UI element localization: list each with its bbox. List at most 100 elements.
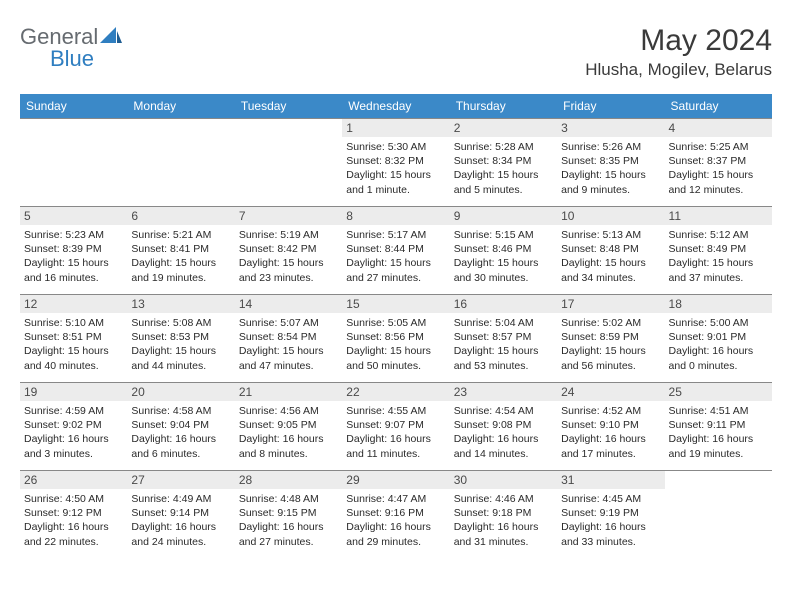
day-cell: 27Sunrise: 4:49 AMSunset: 9:14 PMDayligh… bbox=[127, 471, 234, 559]
day-number: 4 bbox=[665, 119, 772, 137]
calendar-row: 12 Sunrise: 5:10 AMSunset: 8:51 PMDayligh… bbox=[20, 295, 772, 383]
day-number: 9 bbox=[450, 207, 557, 225]
day-number: 2 bbox=[450, 119, 557, 137]
day-header: Saturday bbox=[665, 94, 772, 119]
day-cell: 2 Sunrise: 5:28 AMSunset: 8:34 PMDaylight… bbox=[450, 119, 557, 207]
day-number: 22 bbox=[342, 383, 449, 401]
day-cell: 8 Sunrise: 5:17 AMSunset: 8:44 PMDaylight… bbox=[342, 207, 449, 295]
day-number: 7 bbox=[235, 207, 342, 225]
day-number: 14 bbox=[235, 295, 342, 313]
calendar-body: 1Sunrise: 5:30 AMSunset: 8:32 PMDaylight… bbox=[20, 119, 772, 559]
day-number: 12 bbox=[20, 295, 127, 313]
day-header: Friday bbox=[557, 94, 664, 119]
month-title: May 2024 bbox=[585, 24, 772, 58]
day-info: Sunrise: 5:02 AMSunset: 8:59 PMDaylight:… bbox=[561, 316, 660, 373]
day-cell: 13 Sunrise: 5:08 AMSunset: 8:53 PMDayligh… bbox=[127, 295, 234, 383]
day-info: Sunrise: 5:26 AMSunset: 8:35 PMDaylight:… bbox=[561, 140, 660, 197]
day-info: Sunrise: 4:50 AMSunset: 9:12 PMDaylight:… bbox=[24, 492, 123, 549]
day-info: Sunrise: 5:21 AMSunset: 8:41 PMDaylight:… bbox=[131, 228, 230, 285]
location-text: Hlusha, Mogilev, Belarus bbox=[585, 60, 772, 80]
day-info: Sunrise: 5:04 AMSunset: 8:57 PMDaylight:… bbox=[454, 316, 553, 373]
day-cell: 20Sunrise: 4:58 AMSunset: 9:04 PMDayligh… bbox=[127, 383, 234, 471]
day-header: Sunday bbox=[20, 94, 127, 119]
day-number: 18 bbox=[665, 295, 772, 313]
brand-text-b: Blue bbox=[50, 46, 94, 72]
calendar-row: 19 Sunrise: 4:59 AMSunset: 9:02 PMDayligh… bbox=[20, 383, 772, 471]
day-info: Sunrise: 5:23 AMSunset: 8:39 PMDaylight:… bbox=[24, 228, 123, 285]
day-cell: 9 Sunrise: 5:15 AMSunset: 8:46 PMDaylight… bbox=[450, 207, 557, 295]
day-info: Sunrise: 5:15 AMSunset: 8:46 PMDaylight:… bbox=[454, 228, 553, 285]
day-info: Sunrise: 5:25 AMSunset: 8:37 PMDaylight:… bbox=[669, 140, 768, 197]
day-number: 16 bbox=[450, 295, 557, 313]
day-cell: 23 Sunrise: 4:54 AMSunset: 9:08 PMDayligh… bbox=[450, 383, 557, 471]
day-header: Thursday bbox=[450, 94, 557, 119]
calendar-row: 1Sunrise: 5:30 AMSunset: 8:32 PMDaylight… bbox=[20, 119, 772, 207]
day-number: 27 bbox=[127, 471, 234, 489]
day-cell: 18 Sunrise: 5:00 AMSunset: 9:01 PMDayligh… bbox=[665, 295, 772, 383]
header: General May 2024 Hlusha, Mogilev, Belaru… bbox=[20, 24, 772, 80]
empty-cell bbox=[235, 119, 342, 207]
empty-cell bbox=[665, 471, 772, 559]
day-cell: 4 Sunrise: 5:25 AMSunset: 8:37 PMDaylight… bbox=[665, 119, 772, 207]
day-cell: 25 Sunrise: 4:51 AMSunset: 9:11 PMDayligh… bbox=[665, 383, 772, 471]
day-number: 25 bbox=[665, 383, 772, 401]
day-info: Sunrise: 5:05 AMSunset: 8:56 PMDaylight:… bbox=[346, 316, 445, 373]
day-info: Sunrise: 5:19 AMSunset: 8:42 PMDaylight:… bbox=[239, 228, 338, 285]
day-cell: 7 Sunrise: 5:19 AMSunset: 8:42 PMDaylight… bbox=[235, 207, 342, 295]
day-cell: 5Sunrise: 5:23 AMSunset: 8:39 PMDaylight… bbox=[20, 207, 127, 295]
day-header: Tuesday bbox=[235, 94, 342, 119]
day-cell: 30 Sunrise: 4:46 AMSunset: 9:18 PMDayligh… bbox=[450, 471, 557, 559]
calendar-row: 26 Sunrise: 4:50 AMSunset: 9:12 PMDayligh… bbox=[20, 471, 772, 559]
day-cell: 21Sunrise: 4:56 AMSunset: 9:05 PMDayligh… bbox=[235, 383, 342, 471]
calendar-row: 5Sunrise: 5:23 AMSunset: 8:39 PMDaylight… bbox=[20, 207, 772, 295]
brand-sail-icon bbox=[100, 27, 122, 47]
day-number: 19 bbox=[20, 383, 127, 401]
day-header-row: SundayMondayTuesdayWednesdayThursdayFrid… bbox=[20, 94, 772, 119]
calendar-table: SundayMondayTuesdayWednesdayThursdayFrid… bbox=[20, 94, 772, 559]
day-info: Sunrise: 4:59 AMSunset: 9:02 PMDaylight:… bbox=[24, 404, 123, 461]
day-cell: 17 Sunrise: 5:02 AMSunset: 8:59 PMDayligh… bbox=[557, 295, 664, 383]
day-info: Sunrise: 4:47 AMSunset: 9:16 PMDaylight:… bbox=[346, 492, 445, 549]
day-number: 30 bbox=[450, 471, 557, 489]
day-number: 24 bbox=[557, 383, 664, 401]
day-number: 17 bbox=[557, 295, 664, 313]
day-number: 3 bbox=[557, 119, 664, 137]
day-number: 23 bbox=[450, 383, 557, 401]
day-cell: 3 Sunrise: 5:26 AMSunset: 8:35 PMDaylight… bbox=[557, 119, 664, 207]
day-cell: 12 Sunrise: 5:10 AMSunset: 8:51 PMDayligh… bbox=[20, 295, 127, 383]
day-info: Sunrise: 5:17 AMSunset: 8:44 PMDaylight:… bbox=[346, 228, 445, 285]
empty-cell bbox=[20, 119, 127, 207]
day-number: 15 bbox=[342, 295, 449, 313]
day-info: Sunrise: 5:10 AMSunset: 8:51 PMDaylight:… bbox=[24, 316, 123, 373]
day-info: Sunrise: 4:55 AMSunset: 9:07 PMDaylight:… bbox=[346, 404, 445, 461]
day-number: 6 bbox=[127, 207, 234, 225]
day-info: Sunrise: 5:08 AMSunset: 8:53 PMDaylight:… bbox=[131, 316, 230, 373]
day-cell: 19 Sunrise: 4:59 AMSunset: 9:02 PMDayligh… bbox=[20, 383, 127, 471]
day-info: Sunrise: 5:12 AMSunset: 8:49 PMDaylight:… bbox=[669, 228, 768, 285]
day-number: 20 bbox=[127, 383, 234, 401]
day-info: Sunrise: 5:28 AMSunset: 8:34 PMDaylight:… bbox=[454, 140, 553, 197]
day-cell: 26 Sunrise: 4:50 AMSunset: 9:12 PMDayligh… bbox=[20, 471, 127, 559]
day-info: Sunrise: 4:45 AMSunset: 9:19 PMDaylight:… bbox=[561, 492, 660, 549]
day-number: 1 bbox=[342, 119, 449, 137]
day-info: Sunrise: 4:51 AMSunset: 9:11 PMDaylight:… bbox=[669, 404, 768, 461]
day-info: Sunrise: 5:07 AMSunset: 8:54 PMDaylight:… bbox=[239, 316, 338, 373]
day-info: Sunrise: 4:52 AMSunset: 9:10 PMDaylight:… bbox=[561, 404, 660, 461]
day-number: 10 bbox=[557, 207, 664, 225]
day-cell: 15 Sunrise: 5:05 AMSunset: 8:56 PMDayligh… bbox=[342, 295, 449, 383]
day-number: 29 bbox=[342, 471, 449, 489]
day-info: Sunrise: 4:46 AMSunset: 9:18 PMDaylight:… bbox=[454, 492, 553, 549]
day-number: 8 bbox=[342, 207, 449, 225]
day-cell: 29 Sunrise: 4:47 AMSunset: 9:16 PMDayligh… bbox=[342, 471, 449, 559]
title-block: May 2024 Hlusha, Mogilev, Belarus bbox=[585, 24, 772, 80]
empty-cell bbox=[127, 119, 234, 207]
day-number: 21 bbox=[235, 383, 342, 401]
day-info: Sunrise: 5:00 AMSunset: 9:01 PMDaylight:… bbox=[669, 316, 768, 373]
day-cell: 22 Sunrise: 4:55 AMSunset: 9:07 PMDayligh… bbox=[342, 383, 449, 471]
day-info: Sunrise: 5:13 AMSunset: 8:48 PMDaylight:… bbox=[561, 228, 660, 285]
day-number: 13 bbox=[127, 295, 234, 313]
day-info: Sunrise: 4:54 AMSunset: 9:08 PMDaylight:… bbox=[454, 404, 553, 461]
day-header: Monday bbox=[127, 94, 234, 119]
day-cell: 31Sunrise: 4:45 AMSunset: 9:19 PMDayligh… bbox=[557, 471, 664, 559]
day-number: 26 bbox=[20, 471, 127, 489]
